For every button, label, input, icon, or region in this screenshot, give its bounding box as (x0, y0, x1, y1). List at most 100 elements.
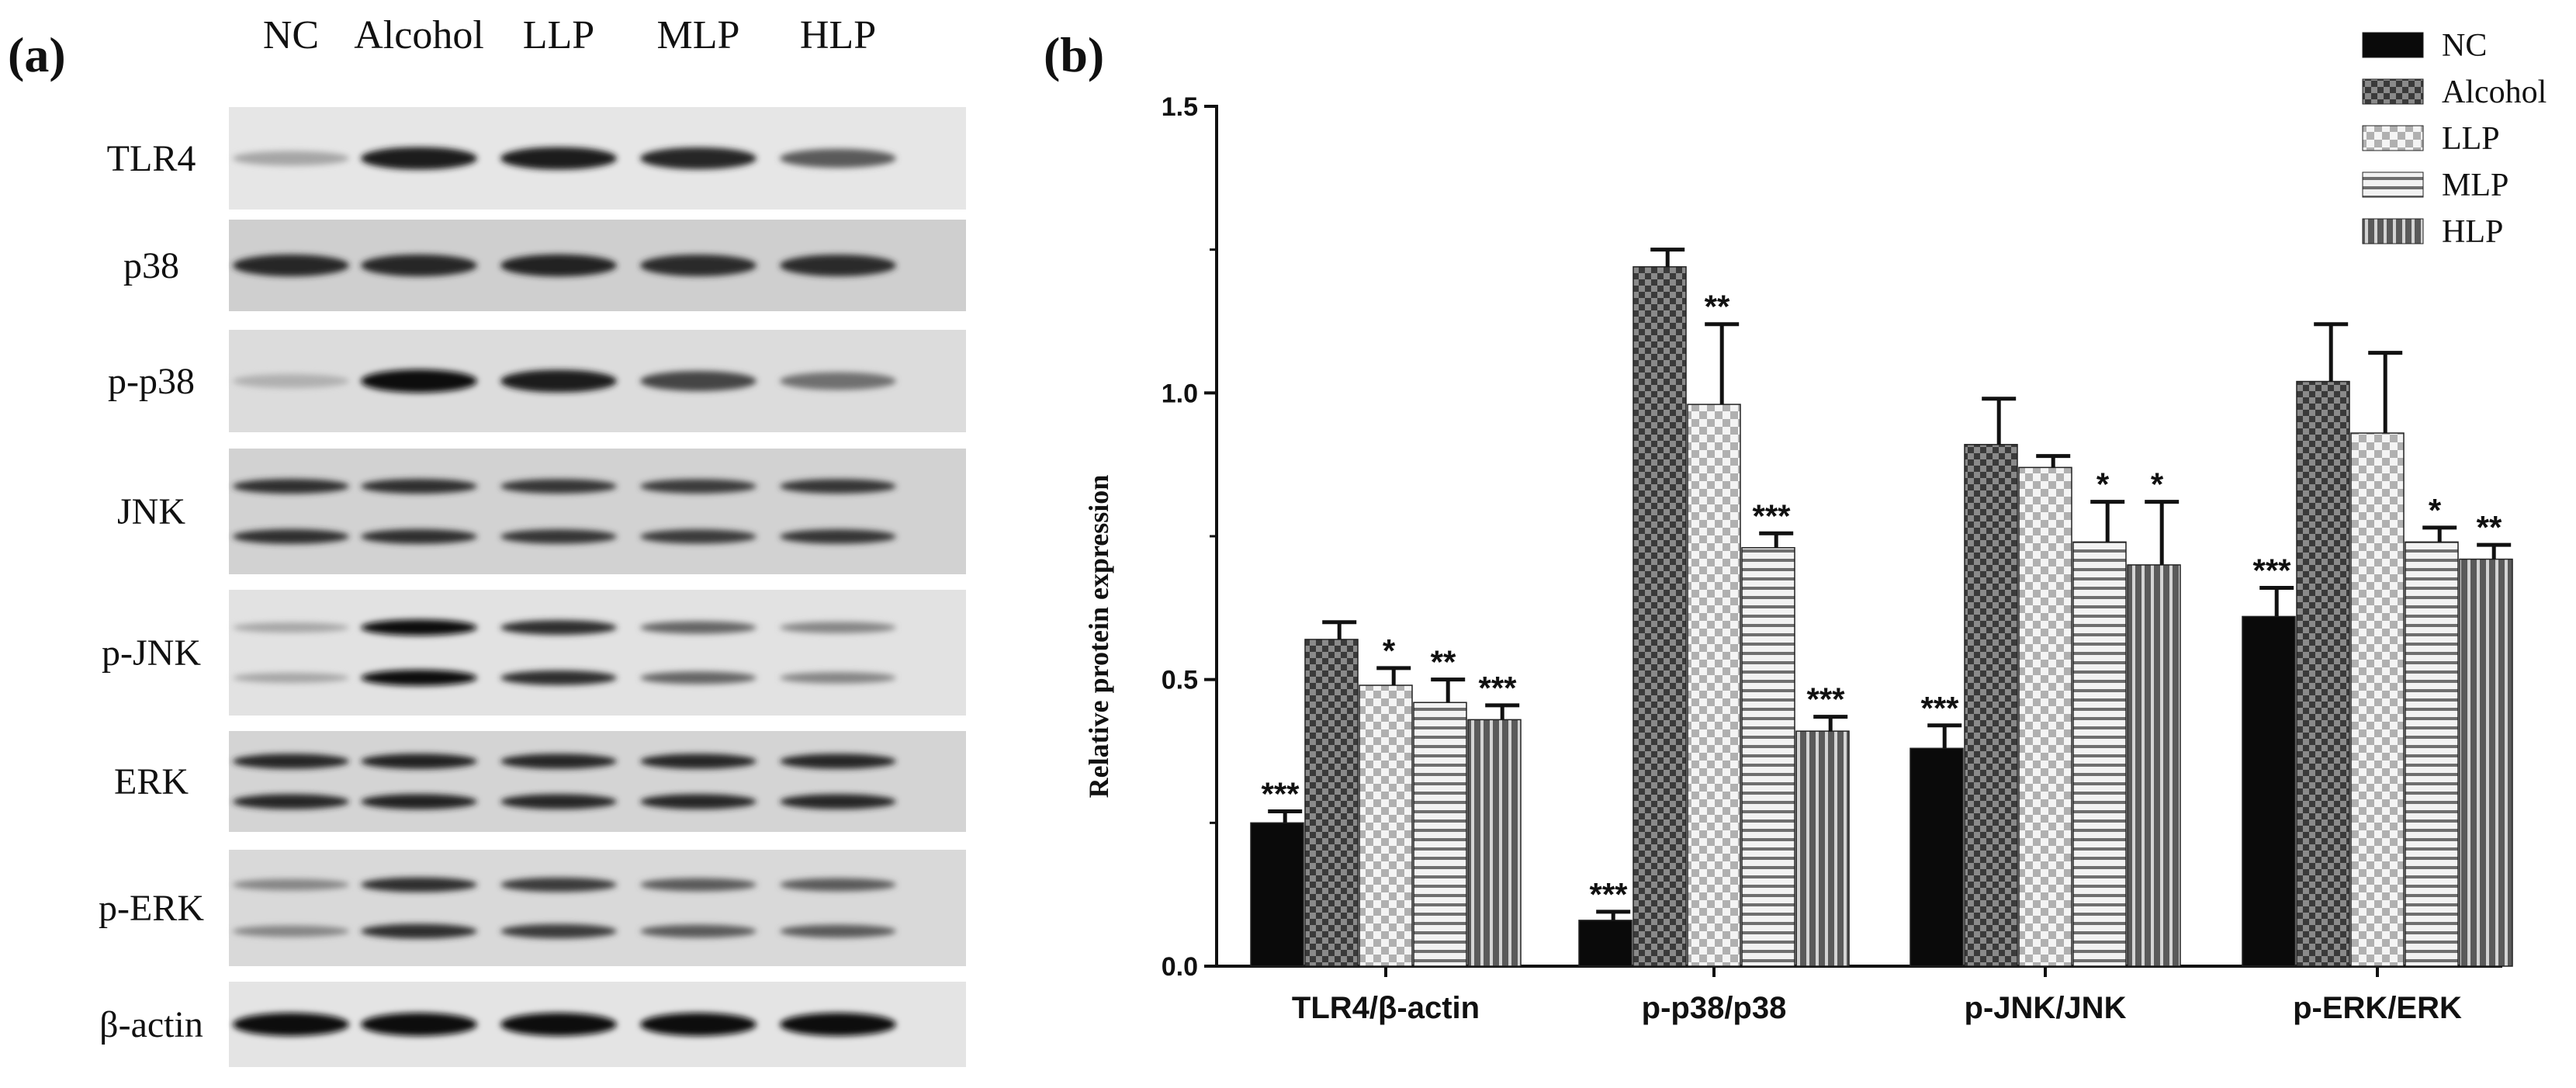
y-tick-label: 0.5 (1162, 666, 1198, 695)
blot-band (500, 923, 617, 939)
significance-marker: *** (1752, 497, 1791, 534)
blot-membrane (229, 449, 966, 574)
blot-band (233, 878, 349, 891)
blot-band (780, 754, 896, 769)
blot-band (640, 794, 757, 809)
bar-nc (2242, 615, 2296, 967)
blot-band (233, 794, 349, 809)
chart-bars: **** **************** **** ***** ** (1250, 248, 2513, 967)
blot-band (361, 147, 477, 170)
western-blot-panel: (a) NC Alcohol LLP MLP HLP TLR4 p38 p-p38 JNK p-… (8, 13, 966, 1067)
bar-llp (2018, 466, 2072, 967)
significance-marker: *** (1806, 681, 1845, 718)
blot-band (500, 877, 617, 892)
panel-b-label: (b) (1044, 27, 1104, 82)
blot-band (780, 622, 896, 633)
blot-band (361, 254, 477, 277)
legend-label-nc: NC (2442, 28, 2487, 64)
blot-band (500, 529, 617, 544)
blot-band (233, 754, 349, 769)
significance-marker: * (2429, 492, 2442, 528)
blot-band (780, 148, 896, 168)
blot-row: ERK (114, 731, 966, 832)
significance-marker: * (1383, 632, 1396, 669)
x-category-label: TLR4/β-actin (1292, 991, 1480, 1025)
bar-nc (1578, 920, 1633, 967)
bar-alcohol (1964, 444, 2018, 967)
blot-band (640, 479, 757, 494)
blot-band (780, 924, 896, 938)
blot-band (640, 878, 757, 892)
bar-nc (1250, 822, 1304, 967)
blot-band (500, 754, 617, 769)
blot-band (233, 925, 349, 937)
lane-label-mlp: MLP (657, 13, 740, 57)
y-tick-label: 1.5 (1162, 92, 1198, 122)
blot-band (640, 371, 757, 391)
blot-row: TLR4 (107, 107, 966, 210)
significance-marker: *** (1920, 690, 1959, 726)
blot-row: p-JNK (102, 590, 966, 716)
blot-band (361, 619, 477, 636)
bar-mlp (2072, 541, 2127, 967)
significance-marker: *** (1589, 876, 1628, 913)
significance-marker: *** (2252, 552, 2291, 588)
blot-band (361, 877, 477, 892)
blot-band (361, 1013, 477, 1036)
blot-band (233, 622, 349, 633)
blot-row: p-p38 (108, 330, 966, 432)
blot-band (640, 754, 757, 769)
blot-band (233, 528, 349, 544)
blot-row-label: ERK (114, 761, 189, 802)
legend-label-llp: LLP (2442, 121, 2500, 157)
x-category-label: p-ERK/ERK (2293, 991, 2462, 1025)
significance-marker: *** (1261, 776, 1300, 813)
bar-mlp (2405, 541, 2459, 967)
bar-alcohol (1633, 266, 1687, 967)
blot-band (640, 529, 757, 544)
blot-row: JNK (117, 449, 966, 574)
lane-labels: NC Alcohol LLP MLP HLP (263, 13, 876, 57)
blot-band (780, 529, 896, 544)
legend-label-mlp: MLP (2442, 168, 2508, 203)
blot-row-label: JNK (117, 491, 185, 532)
bar-llp (1687, 404, 1741, 967)
blot-row-label: β-actin (99, 1004, 203, 1045)
significance-marker: * (2151, 466, 2164, 503)
blot-membrane (229, 850, 966, 966)
blot-membrane (229, 590, 966, 716)
bar-hlp (1467, 719, 1522, 967)
blot-band (640, 671, 757, 684)
blot-row: β-actin (99, 982, 966, 1067)
blot-band (233, 373, 349, 389)
lane-label-nc: NC (263, 13, 319, 57)
blot-band (780, 1013, 896, 1036)
blot-band (233, 479, 349, 494)
lane-label-llp: LLP (523, 13, 594, 57)
blot-band (500, 1013, 617, 1036)
blot-band (640, 147, 757, 170)
blot-band (361, 369, 477, 393)
blot-row: p-ERK (99, 850, 966, 966)
bar-nc (1909, 747, 1964, 967)
blot-band (780, 254, 896, 277)
blot-band (361, 528, 477, 544)
legend-swatch-mlp (2362, 172, 2424, 198)
blot-band (500, 479, 617, 494)
x-category-label: p-JNK/JNK (1965, 991, 2127, 1025)
bar-hlp (2127, 564, 2181, 967)
significance-marker: * (2096, 466, 2110, 503)
blot-row-label: p38 (123, 245, 179, 286)
blot-row-label: p-ERK (99, 888, 204, 929)
blot-band (233, 1013, 349, 1036)
significance-marker: ** (1431, 644, 1456, 681)
significance-marker: ** (2477, 509, 2502, 546)
blot-band (361, 670, 477, 686)
blot-band (500, 369, 617, 393)
legend-swatch-alcohol (2362, 78, 2424, 105)
bar-mlp (1741, 547, 1795, 967)
blot-rows: TLR4 p38 p-p38 JNK p-JNK ERK p-ERK β-actin (99, 107, 966, 1067)
blot-band (233, 672, 349, 683)
legend-swatch-hlp (2362, 218, 2424, 244)
bar-alcohol (2296, 380, 2350, 967)
